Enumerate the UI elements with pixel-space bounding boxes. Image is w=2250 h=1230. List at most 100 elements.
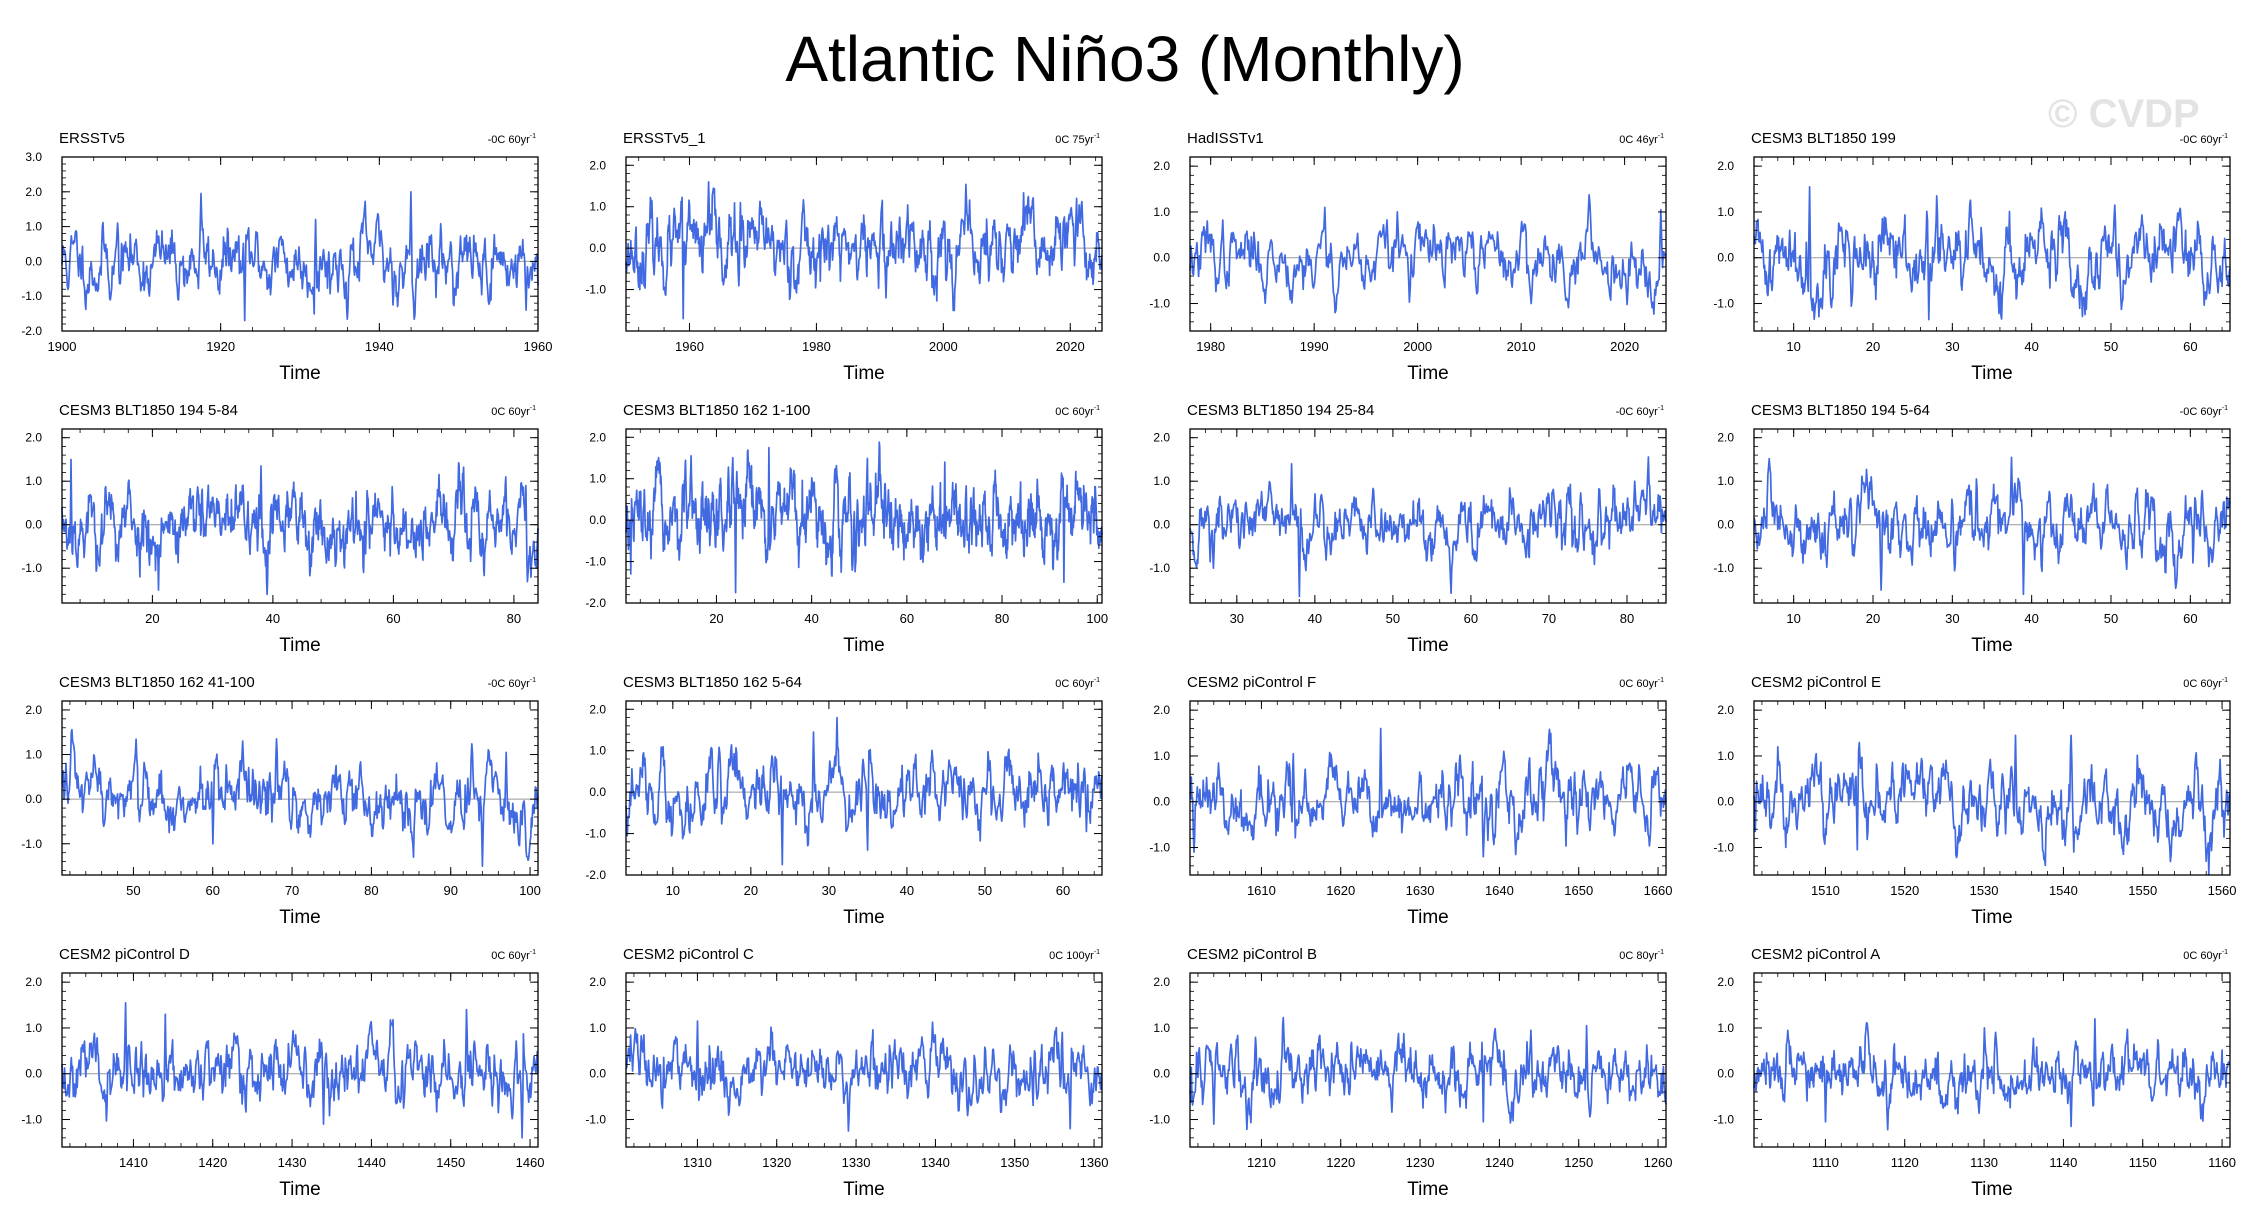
- plot-frame: [1189, 700, 1667, 876]
- x-tick-label: 1620: [1326, 883, 1355, 898]
- trend-label: 0C 60yr-1: [491, 405, 536, 418]
- y-tick-label: 2.0: [25, 703, 42, 717]
- y-tick-label: 0.0: [1153, 795, 1170, 809]
- y-tick-label: 1.0: [1717, 205, 1734, 219]
- x-tick-label: 1350: [1000, 1155, 1029, 1170]
- x-tick-label: 1460: [516, 1155, 545, 1170]
- y-tick-label: 1.0: [589, 1021, 606, 1035]
- x-tick-label: 60: [205, 883, 219, 898]
- plot-frame: [61, 972, 539, 1148]
- series-line: [1189, 193, 1667, 315]
- chart-panel: CESM2 piControl D 0C 60yr-1 1410 1420 1430 14…: [21, 946, 544, 1200]
- x-tick-label: 70: [285, 883, 299, 898]
- x-tick-label: 40: [900, 883, 914, 898]
- x-tick-label: 50: [1386, 611, 1400, 626]
- y-tick-label: 1.0: [589, 472, 606, 486]
- x-tick-label: 1240: [1485, 1155, 1514, 1170]
- y-tick-label: -2.0: [585, 868, 606, 882]
- x-tick-label: 30: [1230, 611, 1244, 626]
- x-tick-label: 80: [507, 611, 521, 626]
- y-tick-label: -2.0: [21, 324, 42, 338]
- plot-frame: [1189, 972, 1667, 1148]
- trend-unit: -1: [1658, 405, 1664, 412]
- x-axis-label: Time: [279, 363, 321, 384]
- x-tick-label: 1980: [1196, 339, 1225, 354]
- x-tick-label: 1900: [48, 339, 77, 354]
- x-tick-label: 60: [386, 611, 400, 626]
- y-tick-label: 2.0: [1153, 159, 1170, 173]
- y-tick-label: 2.0: [1153, 431, 1170, 445]
- trend-label: 0C 60yr-1: [2183, 949, 2228, 962]
- x-tick-label: 1530: [1970, 883, 1999, 898]
- panel-title: CESM2 piControl E: [1751, 674, 1881, 691]
- y-tick-label: 1.0: [1153, 1021, 1170, 1035]
- x-tick-label: 2000: [1403, 339, 1432, 354]
- x-tick-label: 2000: [929, 339, 958, 354]
- x-tick-label: 1940: [365, 339, 394, 354]
- y-tick-label: 2.0: [589, 430, 606, 444]
- x-tick-label: 40: [2024, 339, 2038, 354]
- series-line: [1753, 456, 2231, 596]
- x-axis-label: Time: [1407, 363, 1449, 384]
- series-line: [61, 1001, 539, 1139]
- x-tick-label: 1330: [842, 1155, 871, 1170]
- chart-panel: CESM2 piControl B 0C 80yr-1 1210 1220 1230 12…: [1149, 946, 1672, 1200]
- plot-frame: [61, 156, 539, 332]
- series-line: [625, 181, 1103, 320]
- x-tick-label: 20: [145, 611, 159, 626]
- series-line: [1189, 727, 1667, 858]
- chart-panel: CESM2 piControl E 0C 60yr-1 1510 1520 1530 15…: [1713, 674, 2236, 928]
- x-axis-label: Time: [279, 907, 321, 928]
- x-tick-label: 1540: [2049, 883, 2078, 898]
- y-tick-label: -1.0: [21, 289, 42, 303]
- y-tick-label: -1.0: [1149, 841, 1170, 855]
- plot-frame: [1189, 156, 1667, 332]
- y-tick-label: 0.0: [1153, 518, 1170, 532]
- chart-panel: CESM3 BLT1850 162 5-64 0C 60yr-1 10 20 30 40 5…: [585, 674, 1103, 928]
- x-tick-label: 1560: [2208, 883, 2237, 898]
- x-tick-label: 100: [1086, 611, 1108, 626]
- x-tick-label: 30: [822, 883, 836, 898]
- x-axis-label: Time: [1971, 363, 2013, 384]
- y-tick-label: 0.0: [25, 254, 42, 268]
- x-tick-label: 2010: [1507, 339, 1536, 354]
- trend-unit: -1: [2222, 677, 2228, 684]
- y-tick-label: 0.0: [25, 518, 42, 532]
- trend-label: 0C 60yr-1: [1055, 677, 1100, 690]
- watermark: © CVDP: [2048, 92, 2200, 136]
- x-tick-label: 80: [364, 883, 378, 898]
- page-title: Atlantic Niño3 (Monthly): [785, 23, 1465, 95]
- series-line: [61, 728, 539, 867]
- panel-title: CESM3 BLT1850 162 5-64: [623, 674, 802, 691]
- x-axis-label: Time: [843, 363, 885, 384]
- x-tick-label: 1340: [921, 1155, 950, 1170]
- x-axis-label: Time: [279, 1179, 321, 1200]
- x-axis-label: Time: [1407, 1179, 1449, 1200]
- y-tick-label: 2.0: [589, 158, 606, 172]
- chart-panel: CESM2 piControl C 0C 100yr-1 1310 1320 1330 1…: [585, 946, 1108, 1200]
- x-tick-label: 30: [1945, 611, 1959, 626]
- y-tick-label: -1.0: [585, 1113, 606, 1127]
- y-tick-label: 0.0: [1153, 1067, 1170, 1081]
- panel-title: CESM2 piControl B: [1187, 946, 1317, 963]
- trend-label: -0C 60yr-1: [2180, 405, 2229, 418]
- y-tick-label: -1.0: [1149, 1113, 1170, 1127]
- x-axis-label: Time: [1971, 1179, 2013, 1200]
- y-tick-label: -1.0: [21, 837, 42, 851]
- x-tick-label: 50: [2104, 339, 2118, 354]
- chart-panel: CESM3 BLT1850 194 5-84 0C 60yr-1 20 40 60 80 -…: [21, 402, 539, 656]
- y-tick-label: 1.0: [1717, 749, 1734, 763]
- x-tick-label: 1140: [2049, 1155, 2077, 1170]
- trend-unit: -1: [1094, 133, 1100, 140]
- x-tick-label: 20: [744, 883, 758, 898]
- y-tick-label: 0.0: [25, 1067, 42, 1081]
- y-tick-label: -1.0: [1713, 1113, 1734, 1127]
- plot-frame: [625, 428, 1103, 604]
- x-tick-label: 1960: [524, 339, 553, 354]
- series-line: [61, 190, 539, 322]
- trend-unit: -1: [1658, 677, 1664, 684]
- chart-panel: CESM3 BLT1850 162 1-100 0C 60yr-1 20 40 60 80…: [585, 402, 1108, 656]
- y-tick-label: 1.0: [25, 220, 42, 234]
- x-axis-label: Time: [843, 635, 885, 656]
- series-line: [625, 1020, 1103, 1132]
